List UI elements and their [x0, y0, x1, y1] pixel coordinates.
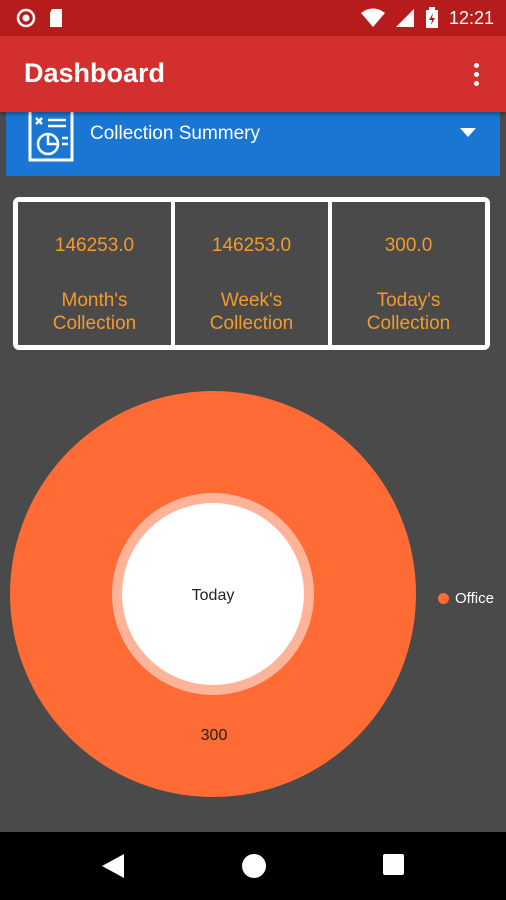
- back-icon[interactable]: [100, 852, 126, 880]
- summary-label-line: Collection: [209, 313, 294, 334]
- summary-value: 146253.0: [211, 235, 292, 256]
- home-icon[interactable]: [240, 852, 268, 880]
- dropdown-selected-value: Collection Summery: [90, 123, 260, 144]
- overflow-dot-icon: [473, 81, 479, 86]
- slice-value-label: 300: [201, 727, 228, 744]
- week-collection-cell: 146253.0 Week's Collection: [175, 202, 328, 345]
- donut-chart: Today 300: [10, 391, 416, 797]
- signal-icon: [395, 9, 414, 27]
- month-collection-cell: 146253.0 Month's Collection: [18, 202, 171, 345]
- summary-label-line: Month's: [61, 290, 128, 311]
- status-time: 12:21: [448, 8, 494, 28]
- summary-dropdown[interactable]: Collection Summery: [6, 112, 500, 176]
- summary-label: Week's Collection: [210, 289, 293, 335]
- collection-summary-card: 146253.0 Month's Collection 146253.0 Wee…: [13, 197, 490, 350]
- sd-card-icon: [50, 9, 62, 27]
- summary-value: 300.0: [384, 235, 433, 256]
- chart-center-label: Today: [192, 587, 235, 604]
- overflow-menu-button[interactable]: [464, 60, 488, 88]
- summary-value: 146253.0: [54, 235, 135, 256]
- today-collection-cell: 300.0 Today's Collection: [332, 202, 485, 345]
- summary-label-line: Week's: [220, 290, 283, 311]
- summary-label: Month's Collection: [53, 289, 136, 335]
- summary-label: Today's Collection: [367, 289, 450, 335]
- summary-label-line: Collection: [366, 313, 451, 334]
- donut-hole: [122, 503, 304, 685]
- navigation-bar: [0, 832, 506, 900]
- summary-label-line: Collection: [52, 313, 137, 334]
- app-bar: Dashboard: [0, 36, 506, 112]
- report-document-icon: [28, 112, 74, 162]
- dropdown-arrow-icon: [460, 128, 476, 137]
- notification-circle-icon: [16, 8, 36, 28]
- page-title: Dashboard: [24, 58, 166, 88]
- recents-icon[interactable]: [382, 852, 406, 876]
- overflow-dot-icon: [473, 72, 479, 77]
- legend-label: Office: [455, 590, 494, 607]
- chart-legend: Office: [438, 590, 494, 607]
- legend-dot-icon: [438, 593, 449, 604]
- summary-label-line: Today's: [376, 290, 441, 311]
- battery-charging-icon: [425, 7, 438, 28]
- overflow-dot-icon: [473, 63, 479, 68]
- status-bar: 12:21: [0, 0, 506, 36]
- wifi-icon: [360, 8, 385, 27]
